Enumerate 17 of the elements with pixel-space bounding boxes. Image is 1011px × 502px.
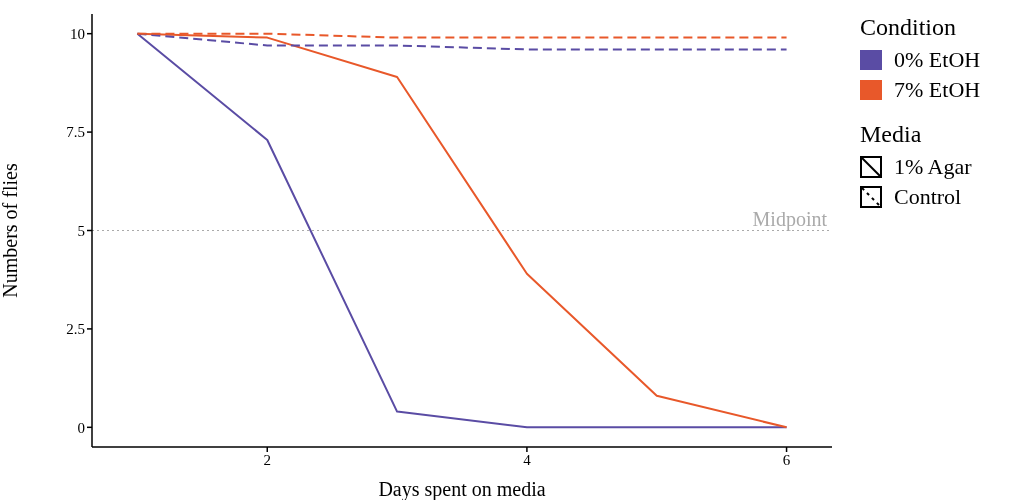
ref-line-label: Midpoint [752, 207, 828, 231]
x-tick-label: 6 [782, 451, 791, 468]
legend-label: 7% EtOH [894, 77, 981, 103]
y-tick-label: 5 [77, 222, 85, 239]
x-tick-label: 4 [523, 451, 532, 468]
text: 1% Agar [894, 154, 972, 180]
text: Media [860, 121, 922, 147]
x-tick-label: 2 [263, 451, 272, 468]
legend-label: 0% EtOH [894, 47, 981, 73]
y-axis-title: Numbers of flies [0, 163, 22, 298]
y-tick-label: 7.5 [66, 124, 85, 141]
y-tick-label: 0 [77, 419, 85, 436]
y-tick-label: 2.5 [66, 321, 85, 338]
x-axis-title: Days spent on media [378, 478, 546, 501]
y-tick-label: 10 [70, 26, 85, 43]
text: Condition [860, 14, 957, 40]
text: Control [894, 184, 962, 210]
